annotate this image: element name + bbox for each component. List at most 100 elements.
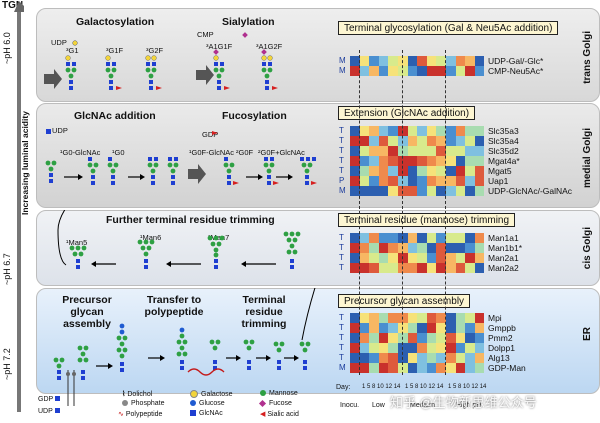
- transfer-title: Transfer to polypeptide: [144, 294, 204, 318]
- heat-cell: [359, 186, 370, 196]
- cis-golgi-label: cis Golgi: [582, 227, 593, 270]
- heat-cell: [426, 56, 437, 66]
- heat-cell: [426, 343, 437, 353]
- heat-cell: [474, 156, 485, 166]
- udp-label-trans: UDP: [51, 38, 67, 47]
- heat-cell: [369, 343, 379, 353]
- days-high: 1 5 8 10 12 14: [448, 384, 487, 390]
- heat-cell: [378, 343, 389, 353]
- heat-cell: [378, 353, 389, 363]
- heat-cell: [455, 333, 466, 343]
- further-trimming-title: Further terminal residue trimming: [106, 214, 275, 226]
- heat-cell: [369, 176, 379, 186]
- heat-cell: [445, 353, 456, 363]
- heat-cell: [436, 353, 446, 363]
- heat-cell: [474, 146, 485, 156]
- heat-cell: [445, 156, 456, 166]
- heatmap-cis: [350, 233, 485, 273]
- g0fplus-label: ²G0F+GlcNAc: [258, 148, 305, 157]
- ph-trans-label: ~pH 6.0: [2, 32, 12, 64]
- heat-cell: [407, 233, 418, 243]
- heat-cell: [388, 56, 398, 66]
- heat-cell: [378, 253, 389, 263]
- heat-cell: [436, 323, 446, 333]
- heat-cell: [359, 146, 370, 156]
- heat-cell: [445, 313, 456, 323]
- heat-cell: [378, 313, 389, 323]
- heat-cell: [359, 233, 370, 243]
- heat-cell: [474, 166, 485, 176]
- heat-cell: [359, 136, 370, 146]
- heat-cell: [350, 186, 360, 196]
- medial-genes: Slc35a3 Slc35a4 Slc35d2 Mgat4a* Mgat5 Uap1 U…: [488, 126, 573, 196]
- heat-cell: [407, 66, 418, 76]
- heat-cell: [407, 56, 418, 66]
- heat-cell: [474, 136, 485, 146]
- legend-polypeptide: ∿ Polypeptide: [118, 411, 163, 418]
- heat-cell: [407, 343, 418, 353]
- heat-cell: [445, 233, 456, 243]
- heat-cell: [426, 353, 437, 363]
- a1g2f-glycan: [261, 49, 278, 90]
- g1-glycan: [65, 55, 77, 90]
- heat-cell: [455, 323, 466, 333]
- heat-cell: [445, 56, 456, 66]
- a1g1f-glycan: [213, 49, 230, 90]
- heat-cell: [417, 253, 427, 263]
- heat-cell: [369, 156, 379, 166]
- heat-cell: [474, 353, 485, 363]
- heat-cell: [388, 243, 398, 253]
- heat-cell: [369, 243, 379, 253]
- heat-cell: [455, 263, 466, 273]
- heat-cell: [359, 323, 370, 333]
- heatmap-divider: [359, 50, 360, 375]
- heat-cell: [436, 156, 446, 166]
- heat-cell: [388, 176, 398, 186]
- heat-cell: [407, 126, 418, 136]
- heat-cell: [350, 363, 360, 373]
- legend-udp: UDP: [38, 408, 60, 415]
- heat-cell: [436, 243, 446, 253]
- heat-cell: [378, 243, 389, 253]
- heat-cell: [426, 66, 437, 76]
- heat-cell: [350, 156, 360, 166]
- g2f-label: ³G2F: [146, 46, 164, 55]
- heat-cell: [407, 263, 418, 273]
- heat-cell: [417, 353, 427, 363]
- acidity-arrow: [14, 1, 24, 412]
- heat-cell: [426, 243, 437, 253]
- heat-cell: [378, 186, 389, 196]
- heat-cell: [474, 313, 485, 323]
- g0-label: ¹G0: [112, 148, 125, 157]
- g0fglcnac-label: ¹G0F-GlcNAc: [189, 148, 234, 157]
- heatmap-trans: [350, 56, 485, 76]
- heat-cell: [474, 66, 485, 76]
- terminal-glycosylation-box: Terminal glycosylation (Gal & Neu5Ac add…: [338, 21, 559, 35]
- heat-cell: [378, 66, 389, 76]
- heat-cell: [455, 363, 466, 373]
- heat-cell: [436, 146, 446, 156]
- heat-cell: [445, 243, 456, 253]
- heat-cell: [465, 176, 475, 186]
- udp-label-medial: UDP: [52, 126, 68, 135]
- heat-cell: [455, 166, 466, 176]
- heat-cell: [388, 333, 398, 343]
- heat-cell: [455, 146, 466, 156]
- heat-cell: [445, 263, 456, 273]
- heat-cell: [350, 56, 360, 66]
- heat-cell: [426, 186, 437, 196]
- heat-cell: [407, 363, 418, 373]
- heat-cell: [369, 333, 379, 343]
- g1f-glycan: [105, 55, 122, 90]
- heat-cell: [465, 353, 475, 363]
- heat-cell: [407, 136, 418, 146]
- heat-cell: [407, 243, 418, 253]
- medial-golgi-label: medial Golgi: [582, 128, 593, 189]
- heat-cell: [369, 146, 379, 156]
- heat-cell: [445, 253, 456, 263]
- medial-glycans: [45, 157, 317, 185]
- man6-label: ¹Man6: [140, 233, 162, 242]
- heat-cell: [417, 343, 427, 353]
- heat-cell: [445, 176, 456, 186]
- heat-cell: [474, 323, 485, 333]
